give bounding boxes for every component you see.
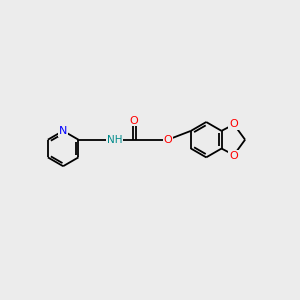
Text: O: O — [229, 119, 238, 129]
Text: N: N — [59, 126, 67, 136]
Text: O: O — [129, 116, 138, 126]
Text: O: O — [164, 135, 172, 145]
Text: O: O — [229, 151, 238, 160]
Text: NH: NH — [106, 135, 122, 145]
